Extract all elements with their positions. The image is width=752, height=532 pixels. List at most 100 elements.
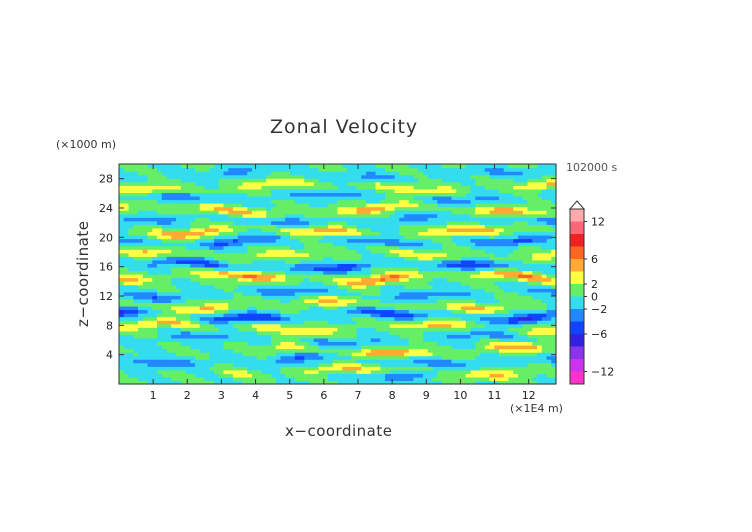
heatmap-cell: [389, 213, 396, 218]
heatmap-cell: [456, 320, 462, 325]
heatmap-cell: [499, 213, 505, 218]
heatmap-cell: [209, 295, 215, 300]
heatmap-cell: [332, 256, 339, 261]
heatmap-cell: [209, 352, 215, 357]
heatmap-cell: [451, 344, 457, 350]
heatmap-cell: [427, 227, 434, 233]
heatmap-cell: [527, 220, 533, 225]
heatmap-cell: [442, 341, 448, 346]
heatmap-cell: [361, 316, 367, 321]
heatmap-cell: [518, 249, 524, 254]
heatmap-cell: [522, 330, 529, 335]
heatmap-cell: [199, 302, 206, 307]
heatmap-cell: [380, 213, 386, 218]
heatmap-cell: [214, 337, 220, 343]
heatmap-cell: [361, 220, 367, 225]
heatmap-cell: [380, 352, 386, 357]
heatmap-cell: [332, 288, 339, 293]
heatmap-cell: [223, 242, 229, 247]
heatmap-cell: [427, 266, 434, 272]
heatmap-cell: [541, 231, 548, 236]
heatmap-cell: [489, 313, 495, 318]
heatmap-cell: [228, 199, 234, 204]
heatmap-cell: [551, 249, 557, 254]
heatmap-cell: [494, 252, 500, 257]
heatmap-cell: [351, 245, 358, 250]
heatmap-cell: [152, 380, 158, 385]
heatmap-cell: [499, 288, 505, 293]
heatmap-cell: [361, 277, 367, 282]
heatmap-cell: [209, 234, 215, 240]
heatmap-cell: [180, 220, 187, 225]
heatmap-cell: [470, 341, 476, 346]
heatmap-cell: [385, 213, 391, 218]
heatmap-cell: [142, 362, 149, 367]
heatmap-cell: [214, 259, 220, 264]
heatmap-cell: [408, 231, 415, 236]
heatmap-cell: [133, 344, 139, 350]
heatmap-cell: [337, 295, 343, 300]
heatmap-cell: [233, 373, 239, 378]
heatmap-cell: [503, 192, 510, 197]
heatmap-cell: [394, 270, 400, 275]
heatmap-cell: [356, 334, 362, 339]
heatmap-cell: [299, 369, 305, 374]
heatmap-cell: [337, 376, 343, 382]
heatmap-cell: [375, 320, 381, 325]
heatmap-cell: [228, 366, 234, 371]
heatmap-cell: [313, 295, 320, 300]
heatmap-cell: [171, 284, 177, 289]
heatmap-cell: [480, 281, 486, 286]
heatmap-cell: [508, 373, 514, 378]
heatmap-cell: [166, 344, 172, 350]
heatmap-cell: [190, 327, 196, 332]
heatmap-cell: [470, 206, 476, 211]
heatmap-cell: [280, 337, 286, 343]
heatmap-cell: [484, 263, 491, 268]
heatmap-cell: [299, 270, 305, 275]
heatmap-cell: [176, 199, 182, 204]
heatmap-cell: [380, 210, 386, 215]
heatmap-cell: [328, 298, 334, 303]
heatmap-cell: [214, 242, 220, 247]
heatmap-cell: [176, 305, 182, 311]
heatmap-cell: [332, 242, 339, 247]
heatmap-cell: [456, 288, 462, 293]
heatmap-cell: [532, 352, 538, 357]
heatmap-cell: [499, 302, 505, 307]
heatmap-cell: [304, 366, 310, 371]
heatmap-cell: [518, 210, 524, 215]
heatmap-cell: [446, 295, 453, 300]
heatmap-cell: [128, 256, 134, 261]
heatmap-cell: [214, 256, 220, 261]
heatmap-cell: [470, 366, 476, 371]
heatmap-cell: [489, 373, 495, 378]
heatmap-cell: [366, 206, 372, 211]
heatmap-cell: [461, 309, 467, 314]
heatmap-cell: [309, 210, 315, 215]
heatmap-cell: [328, 348, 334, 353]
heatmap-cell: [223, 302, 229, 307]
heatmap-cell: [171, 217, 177, 222]
heatmap-cell: [451, 256, 457, 261]
heatmap-cell: [551, 366, 557, 371]
heatmap-cell: [385, 210, 391, 215]
heatmap-cell: [157, 224, 163, 229]
heatmap-cell: [209, 213, 215, 218]
heatmap-cell: [427, 259, 434, 264]
heatmap-cell: [508, 380, 514, 385]
heatmap-cell: [290, 210, 296, 215]
heatmap-cell: [489, 270, 495, 275]
heatmap-cell: [375, 337, 381, 343]
heatmap-cell: [503, 376, 510, 382]
heatmap-cell: [503, 309, 510, 314]
heatmap-cell: [275, 220, 282, 225]
heatmap-cell: [356, 195, 362, 201]
heatmap-cell: [522, 352, 529, 357]
heatmap-cell: [361, 330, 367, 335]
heatmap-cell: [252, 245, 258, 250]
heatmap-cell: [294, 316, 301, 321]
heatmap-cell: [242, 359, 248, 364]
heatmap-cell: [427, 224, 434, 229]
heatmap-cell: [475, 320, 481, 325]
